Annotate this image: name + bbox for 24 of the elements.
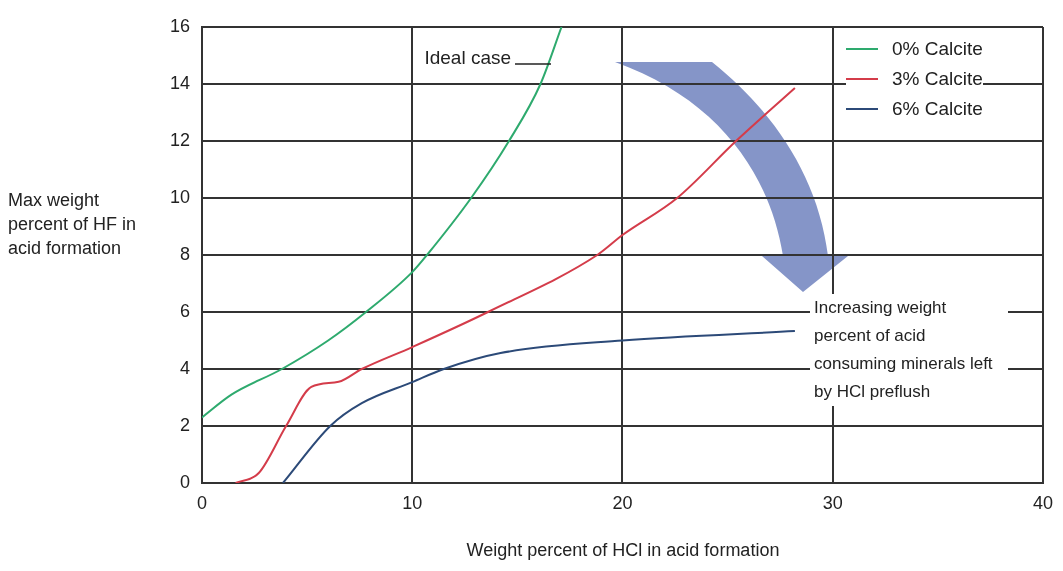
x-axis-title: Weight percent of HCl in acid formation xyxy=(465,540,781,561)
line-series xyxy=(202,27,563,419)
line-series xyxy=(281,330,796,483)
legend-label: 0% Calcite xyxy=(892,38,983,60)
legend-label: 3% Calcite xyxy=(892,68,983,90)
y-tick-label: 12 xyxy=(169,129,190,150)
annotation: Increasing weight percent of acid consuming minerals left by HCl preflush xyxy=(810,294,1008,406)
x-tick-label: 10 xyxy=(402,492,423,513)
x-tick-label: 40 xyxy=(1032,492,1053,513)
y-tick-label: 0 xyxy=(179,471,190,492)
y-tick-label: 8 xyxy=(179,243,190,264)
y-axis-title: Max weight percent of HF in acid formation xyxy=(8,189,138,260)
y-tick-label: 4 xyxy=(179,357,190,378)
line-series xyxy=(234,86,796,483)
legend-label: 6% Calcite xyxy=(892,98,983,120)
x-tick-label: 20 xyxy=(612,492,633,513)
y-tick-label: 6 xyxy=(179,300,190,321)
x-tick-label: 30 xyxy=(822,492,843,513)
y-tick-label: 14 xyxy=(169,72,190,93)
y-tick-label: 2 xyxy=(179,414,190,435)
x-tick-label: 0 xyxy=(196,492,208,513)
y-tick-label: 16 xyxy=(169,15,190,36)
y-tick-label: 10 xyxy=(169,186,190,207)
annotation: Ideal case xyxy=(424,47,512,69)
